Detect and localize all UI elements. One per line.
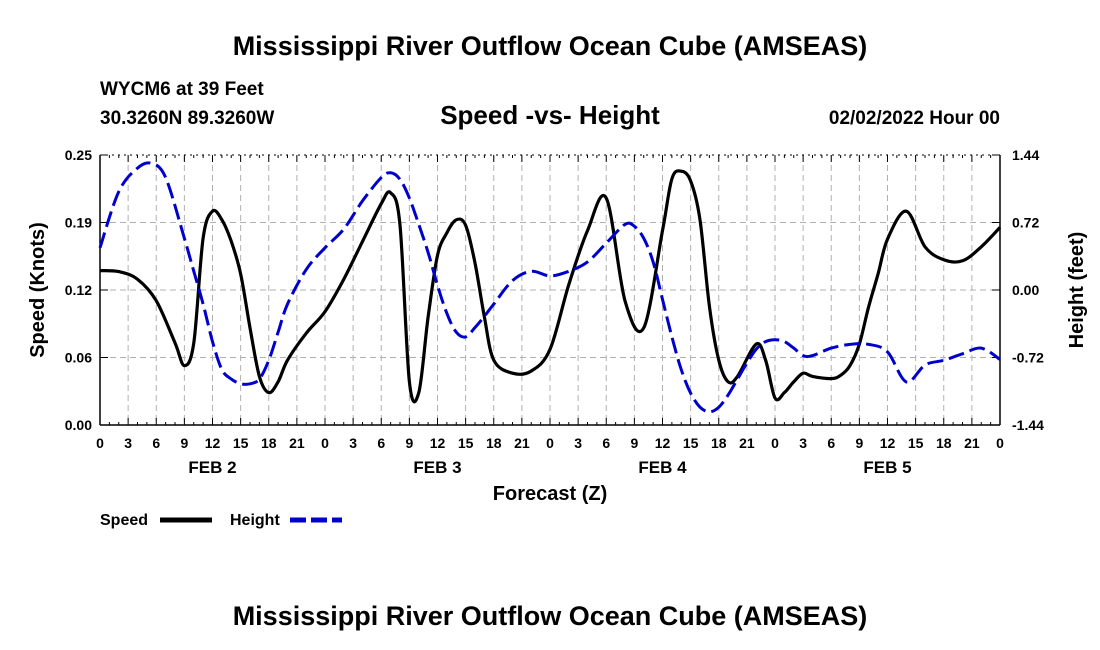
x-tick-label: 9 xyxy=(855,435,863,451)
x-tick-label: 21 xyxy=(289,435,305,451)
x-tick-label: 0 xyxy=(996,435,1004,451)
legend-height-label: Height xyxy=(230,512,280,529)
station-label: WYCM6 at 39 Feet xyxy=(100,79,264,100)
y-tick-label: 0.00 xyxy=(65,417,92,433)
x-tick-label: 3 xyxy=(574,435,582,451)
x-tick-label: 3 xyxy=(124,435,132,451)
y2-tick-label: 1.44 xyxy=(1012,147,1039,163)
y2-tick-label: -1.44 xyxy=(1012,417,1044,433)
x-tick-label: 18 xyxy=(936,435,952,451)
x-tick-label: 12 xyxy=(205,435,221,451)
x-tick-label: 0 xyxy=(96,435,104,451)
x-tick-label: 18 xyxy=(261,435,277,451)
x-tick-label: 18 xyxy=(711,435,727,451)
chart-subtitle: Speed -vs- Height xyxy=(440,100,660,130)
series-speed-line xyxy=(99,169,1002,404)
x-tick-label: 12 xyxy=(880,435,896,451)
x-tick-label: 12 xyxy=(655,435,671,451)
y-tick-label: 0.12 xyxy=(65,282,92,298)
y2-tick-label: 0.00 xyxy=(1012,282,1039,298)
x-tick-label: 0 xyxy=(771,435,779,451)
x-tick-label: 12 xyxy=(430,435,446,451)
y2-tick-label: 0.72 xyxy=(1012,215,1039,231)
x-tick-label: 6 xyxy=(152,435,160,451)
y-axis-label: Speed (Knots) xyxy=(27,222,49,358)
location-label: 30.3260N 89.3260W xyxy=(100,108,274,129)
x-tick-label: 15 xyxy=(233,435,249,451)
series-height-line xyxy=(98,161,1001,414)
x-tick-label: 0 xyxy=(321,435,329,451)
x-tick-label: 15 xyxy=(908,435,924,451)
legend: Speed Height xyxy=(100,512,342,529)
x-tick-label: 15 xyxy=(458,435,474,451)
y2-tick-label: -0.72 xyxy=(1012,350,1044,366)
x-tick-label: 6 xyxy=(602,435,610,451)
x-tick-label: 0 xyxy=(546,435,554,451)
x-tick-label: 3 xyxy=(799,435,807,451)
datetime-label: 02/02/2022 Hour 00 xyxy=(829,108,1000,129)
axes: 0 3 6 9 12 15 18 21 0 3 6 9 12 15 18 21 0 3 6 9 12 15 18 21 0 3 6 9… xyxy=(65,147,1044,477)
x-day-label: FEB 5 xyxy=(863,458,911,477)
x-day-label: FEB 3 xyxy=(413,458,461,477)
grid xyxy=(100,155,1000,425)
series xyxy=(98,161,1002,414)
legend-speed-label: Speed xyxy=(100,512,148,529)
footer-title: Mississippi River Outflow Ocean Cube (AM… xyxy=(233,601,868,631)
x-tick-label: 18 xyxy=(486,435,502,451)
x-axis-label: Forecast (Z) xyxy=(493,483,607,505)
y2-axis-label: Height (feet) xyxy=(1066,232,1088,349)
y-tick-label: 0.19 xyxy=(65,215,92,231)
x-tick-label: 21 xyxy=(739,435,755,451)
x-tick-label: 6 xyxy=(827,435,835,451)
y-tick-label: 0.06 xyxy=(65,350,92,366)
x-tick-label: 9 xyxy=(180,435,188,451)
x-tick-label: 3 xyxy=(349,435,357,451)
x-day-label: FEB 4 xyxy=(638,458,687,477)
x-tick-label: 21 xyxy=(514,435,530,451)
x-day-label: FEB 2 xyxy=(188,458,236,477)
x-tick-label: 15 xyxy=(683,435,699,451)
chart-title: Mississippi River Outflow Ocean Cube (AM… xyxy=(233,31,868,61)
y-tick-label: 0.25 xyxy=(65,147,92,163)
x-tick-label: 9 xyxy=(630,435,638,451)
x-tick-label: 6 xyxy=(377,435,385,451)
x-tick-label: 21 xyxy=(964,435,980,451)
x-tick-label: 9 xyxy=(405,435,413,451)
